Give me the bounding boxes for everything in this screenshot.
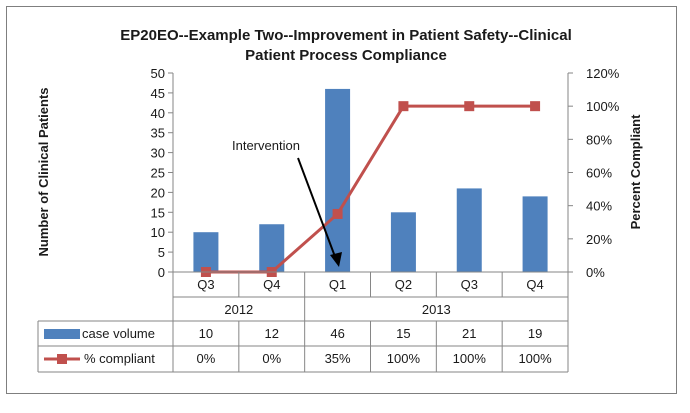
- table-cell-percent-compliant: 100%: [453, 351, 487, 366]
- table-cell-case-volume: 10: [199, 326, 213, 341]
- y-tick-label: 35: [151, 126, 165, 141]
- y-tick-label: 45: [151, 86, 165, 101]
- table-cell-percent-compliant: 35%: [325, 351, 351, 366]
- y2-tick-label: 20%: [586, 232, 612, 247]
- legend-label-percent-compliant: % compliant: [84, 351, 155, 366]
- compliance-marker-3: [332, 208, 343, 219]
- x-tick-label: Q1: [329, 277, 346, 292]
- bar-4: [390, 212, 416, 272]
- y-tick-label: 20: [151, 185, 165, 200]
- table-cell-percent-compliant: 100%: [518, 351, 552, 366]
- table-cell-case-volume: 21: [462, 326, 476, 341]
- y2-tick-label: 0%: [586, 265, 605, 280]
- legend-marker-percent-compliant: [57, 354, 67, 364]
- year-label: 2012: [224, 302, 253, 317]
- y-tick-label: 25: [151, 166, 165, 181]
- table-cell-percent-compliant: 100%: [387, 351, 421, 366]
- chart-title-line2: Patient Process Compliance: [245, 47, 447, 64]
- y-axis-ticks: 0 5 10 15 20 25 30 35 40 45 50: [151, 66, 173, 280]
- y2-tick-label: 120%: [586, 66, 620, 81]
- annotation-arrow: [297, 157, 338, 263]
- y-tick-label: 50: [151, 66, 165, 81]
- table-cell-percent-compliant: 0%: [262, 351, 281, 366]
- table-cell-case-volume: 19: [528, 326, 542, 341]
- compliance-marker-6: [530, 101, 541, 112]
- chart-title-line1: EP20EO--Example Two--Improvement in Pati…: [120, 27, 572, 44]
- y2-tick-label: 40%: [586, 199, 612, 214]
- table-cell-case-volume: 12: [265, 326, 279, 341]
- compliance-marker-4: [398, 101, 409, 112]
- y-tick-label: 0: [158, 265, 165, 280]
- y2-tick-label: 80%: [586, 132, 612, 147]
- year-label: 2013: [422, 302, 451, 317]
- y-tick-label: 10: [151, 225, 165, 240]
- y-tick-label: 15: [151, 205, 165, 220]
- y-tick-label: 30: [151, 146, 165, 161]
- bar-3: [325, 88, 351, 272]
- legend-swatch-case-volume: [44, 329, 80, 339]
- x-tick-label: Q3: [461, 277, 478, 292]
- annotation-label: Intervention: [232, 138, 300, 153]
- y-tick-label: 40: [151, 106, 165, 121]
- bar-1: [193, 232, 219, 272]
- table-cell-case-volume: 46: [330, 326, 344, 341]
- annotation-arrowhead: [330, 252, 342, 267]
- compliance-marker-5: [464, 101, 475, 112]
- y2-axis-label: Percent Compliant: [628, 114, 643, 230]
- axes: [172, 73, 569, 272]
- x-tick-label: Q2: [395, 277, 412, 292]
- legend-label-case-volume: case volume: [82, 326, 155, 341]
- y-tick-label: 5: [158, 245, 165, 260]
- bar-6: [522, 196, 548, 272]
- x-tick-label: Q3: [197, 277, 214, 292]
- bar-5: [456, 188, 482, 272]
- data-table: Q3 Q4 Q1 Q2 Q3 Q4 2012 2013 case volume 10 12 46 15 2…: [37, 271, 569, 373]
- x-tick-label: Q4: [263, 277, 280, 292]
- y2-tick-label: 60%: [586, 166, 612, 181]
- y2-axis-ticks: 0% 20% 40% 60% 80% 100% 120%: [568, 66, 620, 280]
- y2-tick-label: 100%: [586, 99, 620, 114]
- y-axis-label: Number of Clinical Patients: [36, 87, 51, 256]
- x-tick-label: Q4: [526, 277, 543, 292]
- table-cell-case-volume: 15: [396, 326, 410, 341]
- table-cell-percent-compliant: 0%: [197, 351, 216, 366]
